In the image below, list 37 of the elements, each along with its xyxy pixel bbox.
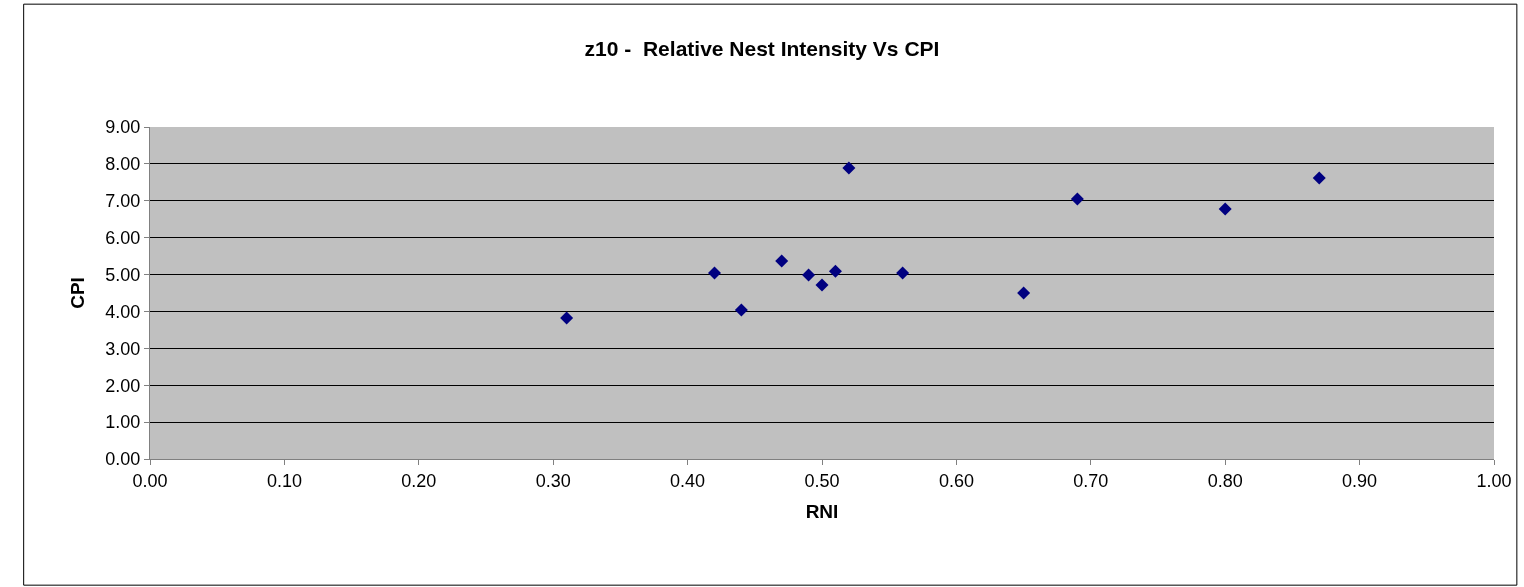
x-tick-label: 0.00 [132,470,168,491]
point [896,266,910,280]
x-tick-label: 0.40 [670,470,706,491]
y-tick-label: 7.00 [105,191,141,212]
x-tick-label: 0.70 [1073,470,1109,491]
point [828,264,842,278]
y-tick-label: 5.00 [105,264,141,285]
x-tick-label: 0.50 [804,470,840,491]
y-tick-label: 4.00 [105,301,141,322]
y-tick-label: 6.00 [105,227,141,248]
point [1070,192,1084,206]
x-axis-title: RNI [805,501,839,523]
point [842,161,856,175]
point [1312,171,1326,185]
x-tick-label: 0.20 [401,470,437,491]
x-tick-label: 0.90 [1342,470,1378,491]
x-tick-label: 0.30 [535,470,571,491]
y-axis-title: CPI [67,277,89,309]
y-tick-label: 8.00 [105,154,141,175]
x-tick-label: 0.60 [938,470,974,491]
point [734,303,748,317]
point [1218,202,1232,216]
y-tick-label: 2.00 [105,375,141,396]
point [707,266,721,280]
chart-title: z10 - Relative Nest Intensity Vs CPI [584,36,940,60]
point [775,254,789,268]
y-tick-label: 3.00 [105,338,141,359]
point [802,268,816,282]
x-tick-label: 0.80 [1207,470,1243,491]
point [1017,286,1031,300]
x-tick-label: 0.10 [266,470,302,491]
point [815,278,829,292]
y-tick-label: 0.00 [105,449,141,470]
point [560,311,574,325]
y-tick-label: 1.00 [105,412,141,433]
x-tick-label: 1.00 [1476,470,1512,491]
y-tick-label: 9.00 [105,117,141,138]
